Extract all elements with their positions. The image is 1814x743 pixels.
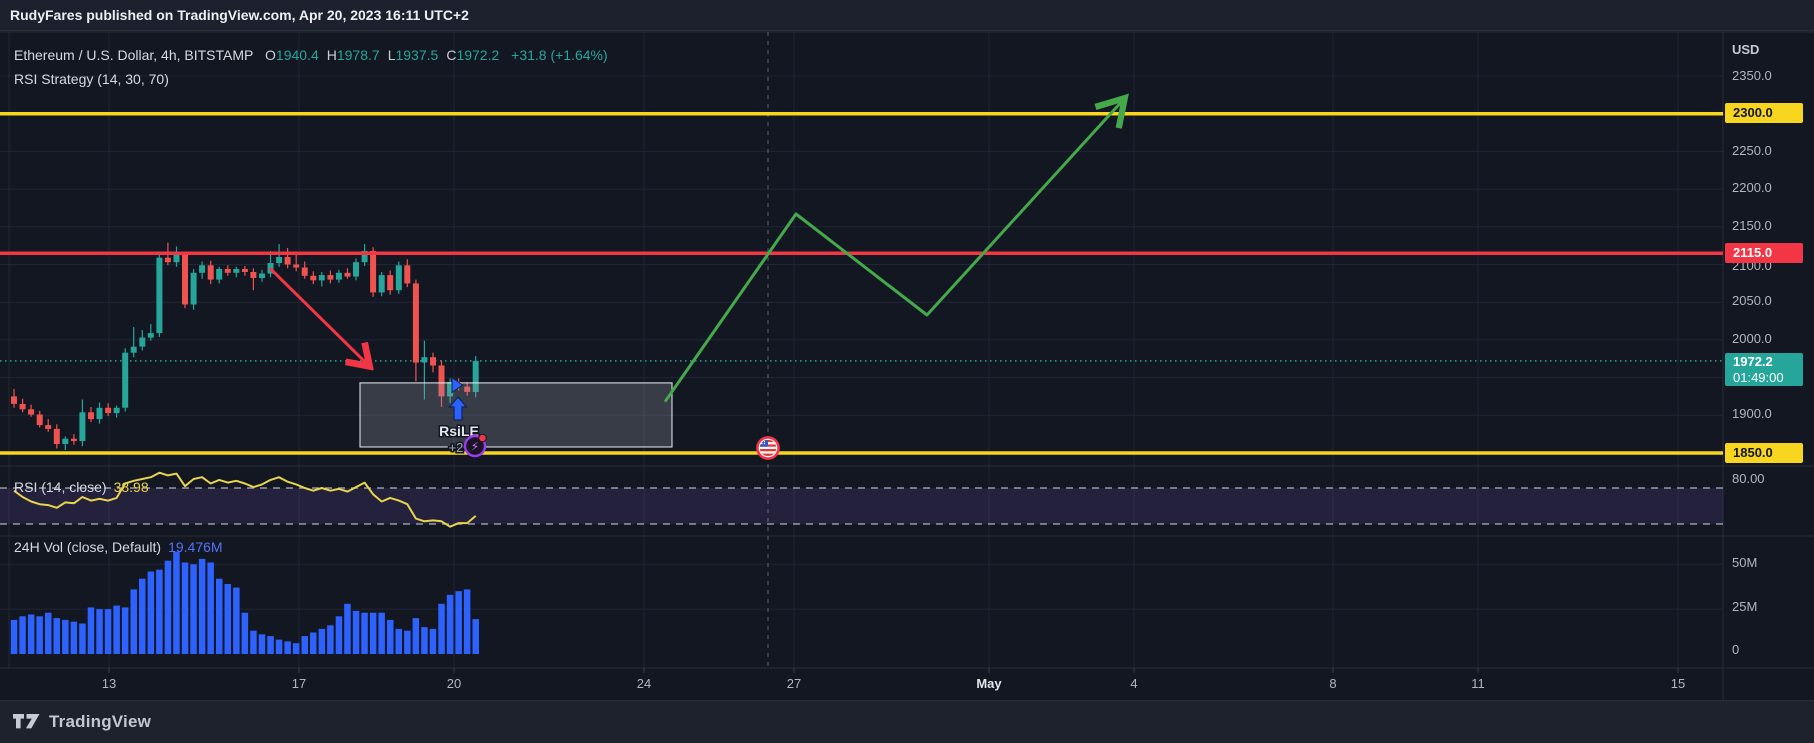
time-axis[interactable]: 13 17 20 24 27 May 4 8 11 15 xyxy=(0,668,1723,700)
change-value: +31.8 (+1.64%) xyxy=(511,47,608,63)
ohlc-letter: L xyxy=(387,47,396,63)
entry-label: RsiLE xyxy=(439,423,479,439)
price-tick-label: 2200.0 xyxy=(1732,180,1772,195)
bar-countdown: 01:49:00 xyxy=(1733,370,1784,385)
price-tick-label: 0 xyxy=(1732,642,1740,657)
time-tick-label: 11 xyxy=(1471,676,1485,691)
price-tick-label: 2350.0 xyxy=(1732,68,1772,83)
svg-text:⚡: ⚡ xyxy=(471,440,479,454)
volume-series xyxy=(10,551,479,654)
economic-event-flag-icon[interactable] xyxy=(756,436,780,460)
last-price-badge: 1972.2 01:49:00 xyxy=(1725,353,1803,386)
volume-pane-legend[interactable]: 24H Vol (close, Default) 19.476M xyxy=(14,539,223,555)
ohlc-values: O1940.4 H1978.7 L1937.5 C1972.2 xyxy=(257,47,499,63)
time-tick-label: May xyxy=(976,676,1002,691)
rsi-pane-legend[interactable]: RSI (14, close) 38.98 xyxy=(14,479,149,495)
ohlc-value: 1940.4 xyxy=(275,47,319,63)
tradingview-wordmark[interactable]: TradingView xyxy=(49,712,152,731)
price-badge-2300: 2300.0 xyxy=(1725,103,1803,123)
publish-text: RudyFares published on TradingView.com, … xyxy=(10,7,469,23)
ohlc-letter: O xyxy=(265,47,276,63)
ohlc-value: 1972.2 xyxy=(456,47,500,63)
entry-zone-box[interactable] xyxy=(359,382,673,448)
grid-lines xyxy=(0,32,1723,668)
rsi-label[interactable]: RSI (14, close) xyxy=(14,479,107,495)
long-entry-marker: RsiLE +2 ⚡ xyxy=(438,376,487,458)
volume-value: 19.476M xyxy=(168,539,223,555)
time-tick-label: 8 xyxy=(1329,676,1337,691)
time-tick-label: 20 xyxy=(446,676,462,691)
ohlc-letter: H xyxy=(326,47,337,63)
strategy-legend-row[interactable]: RSI Strategy (14, 30, 70) xyxy=(14,71,169,87)
time-tick-label: 13 xyxy=(101,676,117,691)
reaction-emoji-icon[interactable]: ⚡ xyxy=(463,433,487,458)
footer-bar: TradingView xyxy=(0,700,1814,743)
ohlc-letter: C xyxy=(446,47,457,63)
pane-separators xyxy=(0,31,1814,700)
price-tick-label: 25M xyxy=(1732,599,1758,614)
price-tick-label: 2050.0 xyxy=(1732,293,1772,308)
last-price-value: 1972.2 xyxy=(1733,354,1773,369)
price-tick-label: 2150.0 xyxy=(1732,218,1772,233)
price-tick-label: 50M xyxy=(1732,555,1758,570)
decline-arrow[interactable] xyxy=(268,267,368,365)
ohlc-value: 1937.5 xyxy=(395,47,439,63)
volume-label[interactable]: 24H Vol (close, Default) xyxy=(14,539,162,555)
time-tick-label: 15 xyxy=(1670,676,1686,691)
reaction-count: +2 xyxy=(449,440,464,455)
rsi-band xyxy=(0,487,1723,525)
ohlc-value: 1978.7 xyxy=(336,47,380,63)
tradingview-logo-icon[interactable] xyxy=(13,713,40,731)
price-axis[interactable]: USD 2350.0 2250.0 2200.0 2150.0 2100.0 2050.0… xyxy=(1723,32,1814,668)
rsi-value: 38.98 xyxy=(113,479,149,495)
price-badge-2115: 2115.0 xyxy=(1725,243,1803,263)
time-tick-label: 17 xyxy=(291,676,307,691)
price-badge-1850: 1850.0 xyxy=(1725,443,1803,463)
projection-arrow[interactable] xyxy=(663,93,1129,403)
price-tick-label: 1900.0 xyxy=(1732,406,1772,421)
publish-bar: RudyFares published on TradingView.com, … xyxy=(0,0,1814,31)
time-tick-label: 24 xyxy=(636,676,652,691)
price-tick-label: 2000.0 xyxy=(1732,331,1772,346)
strategy-title[interactable]: RSI Strategy (14, 30, 70) xyxy=(14,71,169,87)
time-tick-label: 27 xyxy=(786,676,802,691)
axis-currency-label: USD xyxy=(1732,42,1760,57)
symbol-legend-row[interactable]: Ethereum / U.S. Dollar, 4h, BITSTAMP O19… xyxy=(14,47,608,63)
price-tick-label: 80.00 xyxy=(1732,471,1765,486)
symbol-title[interactable]: Ethereum / U.S. Dollar, 4h, BITSTAMP xyxy=(14,47,254,63)
price-tick-label: 2250.0 xyxy=(1732,143,1772,158)
entry-up-arrow-icon xyxy=(448,396,468,421)
entry-triangle-icon xyxy=(451,376,464,394)
time-tick-label: 4 xyxy=(1130,676,1138,691)
rsi-line xyxy=(13,471,477,528)
